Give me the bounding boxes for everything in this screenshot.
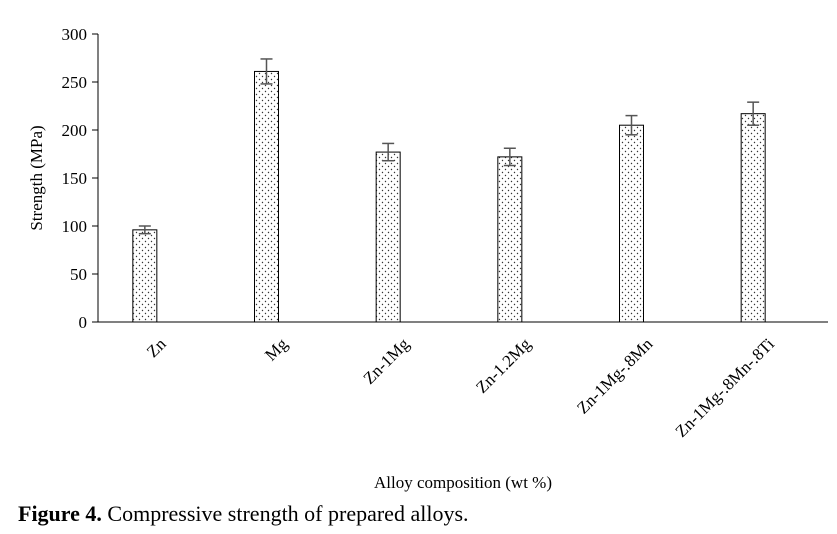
- figure-caption: Figure 4. Compressive strength of prepar…: [18, 501, 469, 527]
- x-tick-label: Zn-1Mg: [359, 334, 413, 388]
- x-tick-labels: Zn Mg Zn-1Mg Zn-1.2Mg Zn-1Mg-.8Mn Zn-1Mg-.8Mn…: [143, 334, 778, 441]
- x-tick-label: Zn-1.2Mg: [472, 334, 535, 397]
- bar: [132, 229, 158, 323]
- x-axis-title: Alloy composition (wt %): [374, 473, 552, 492]
- y-tick-label: 250: [62, 73, 88, 92]
- bar: [375, 151, 401, 323]
- y-tick-label: 100: [62, 217, 88, 236]
- bar: [740, 113, 766, 323]
- y-tick-label: 0: [79, 313, 88, 332]
- bar: [497, 156, 523, 323]
- figure-caption-label: Figure 4.: [18, 501, 102, 526]
- y-tick-label: 300: [62, 25, 88, 44]
- x-tick-label: Zn-1Mg-.8Mn-.8Ti: [671, 334, 778, 441]
- bars: [132, 58, 766, 323]
- y-tick-label: 150: [62, 169, 88, 188]
- y-axis-title: Strength (MPa): [27, 125, 46, 230]
- y-ticks: 0 50 100 150 200 250 300: [62, 25, 98, 332]
- bar: [619, 124, 644, 323]
- y-tick-label: 50: [70, 265, 87, 284]
- y-tick-label: 200: [62, 121, 88, 140]
- x-tick-label: Zn-1Mg-.8Mn: [573, 334, 657, 418]
- x-tick-label: Zn: [143, 334, 170, 361]
- bar: [254, 70, 279, 323]
- figure-caption-text: Compressive strength of prepared alloys.: [107, 501, 469, 526]
- x-tick-label: Mg: [261, 334, 291, 364]
